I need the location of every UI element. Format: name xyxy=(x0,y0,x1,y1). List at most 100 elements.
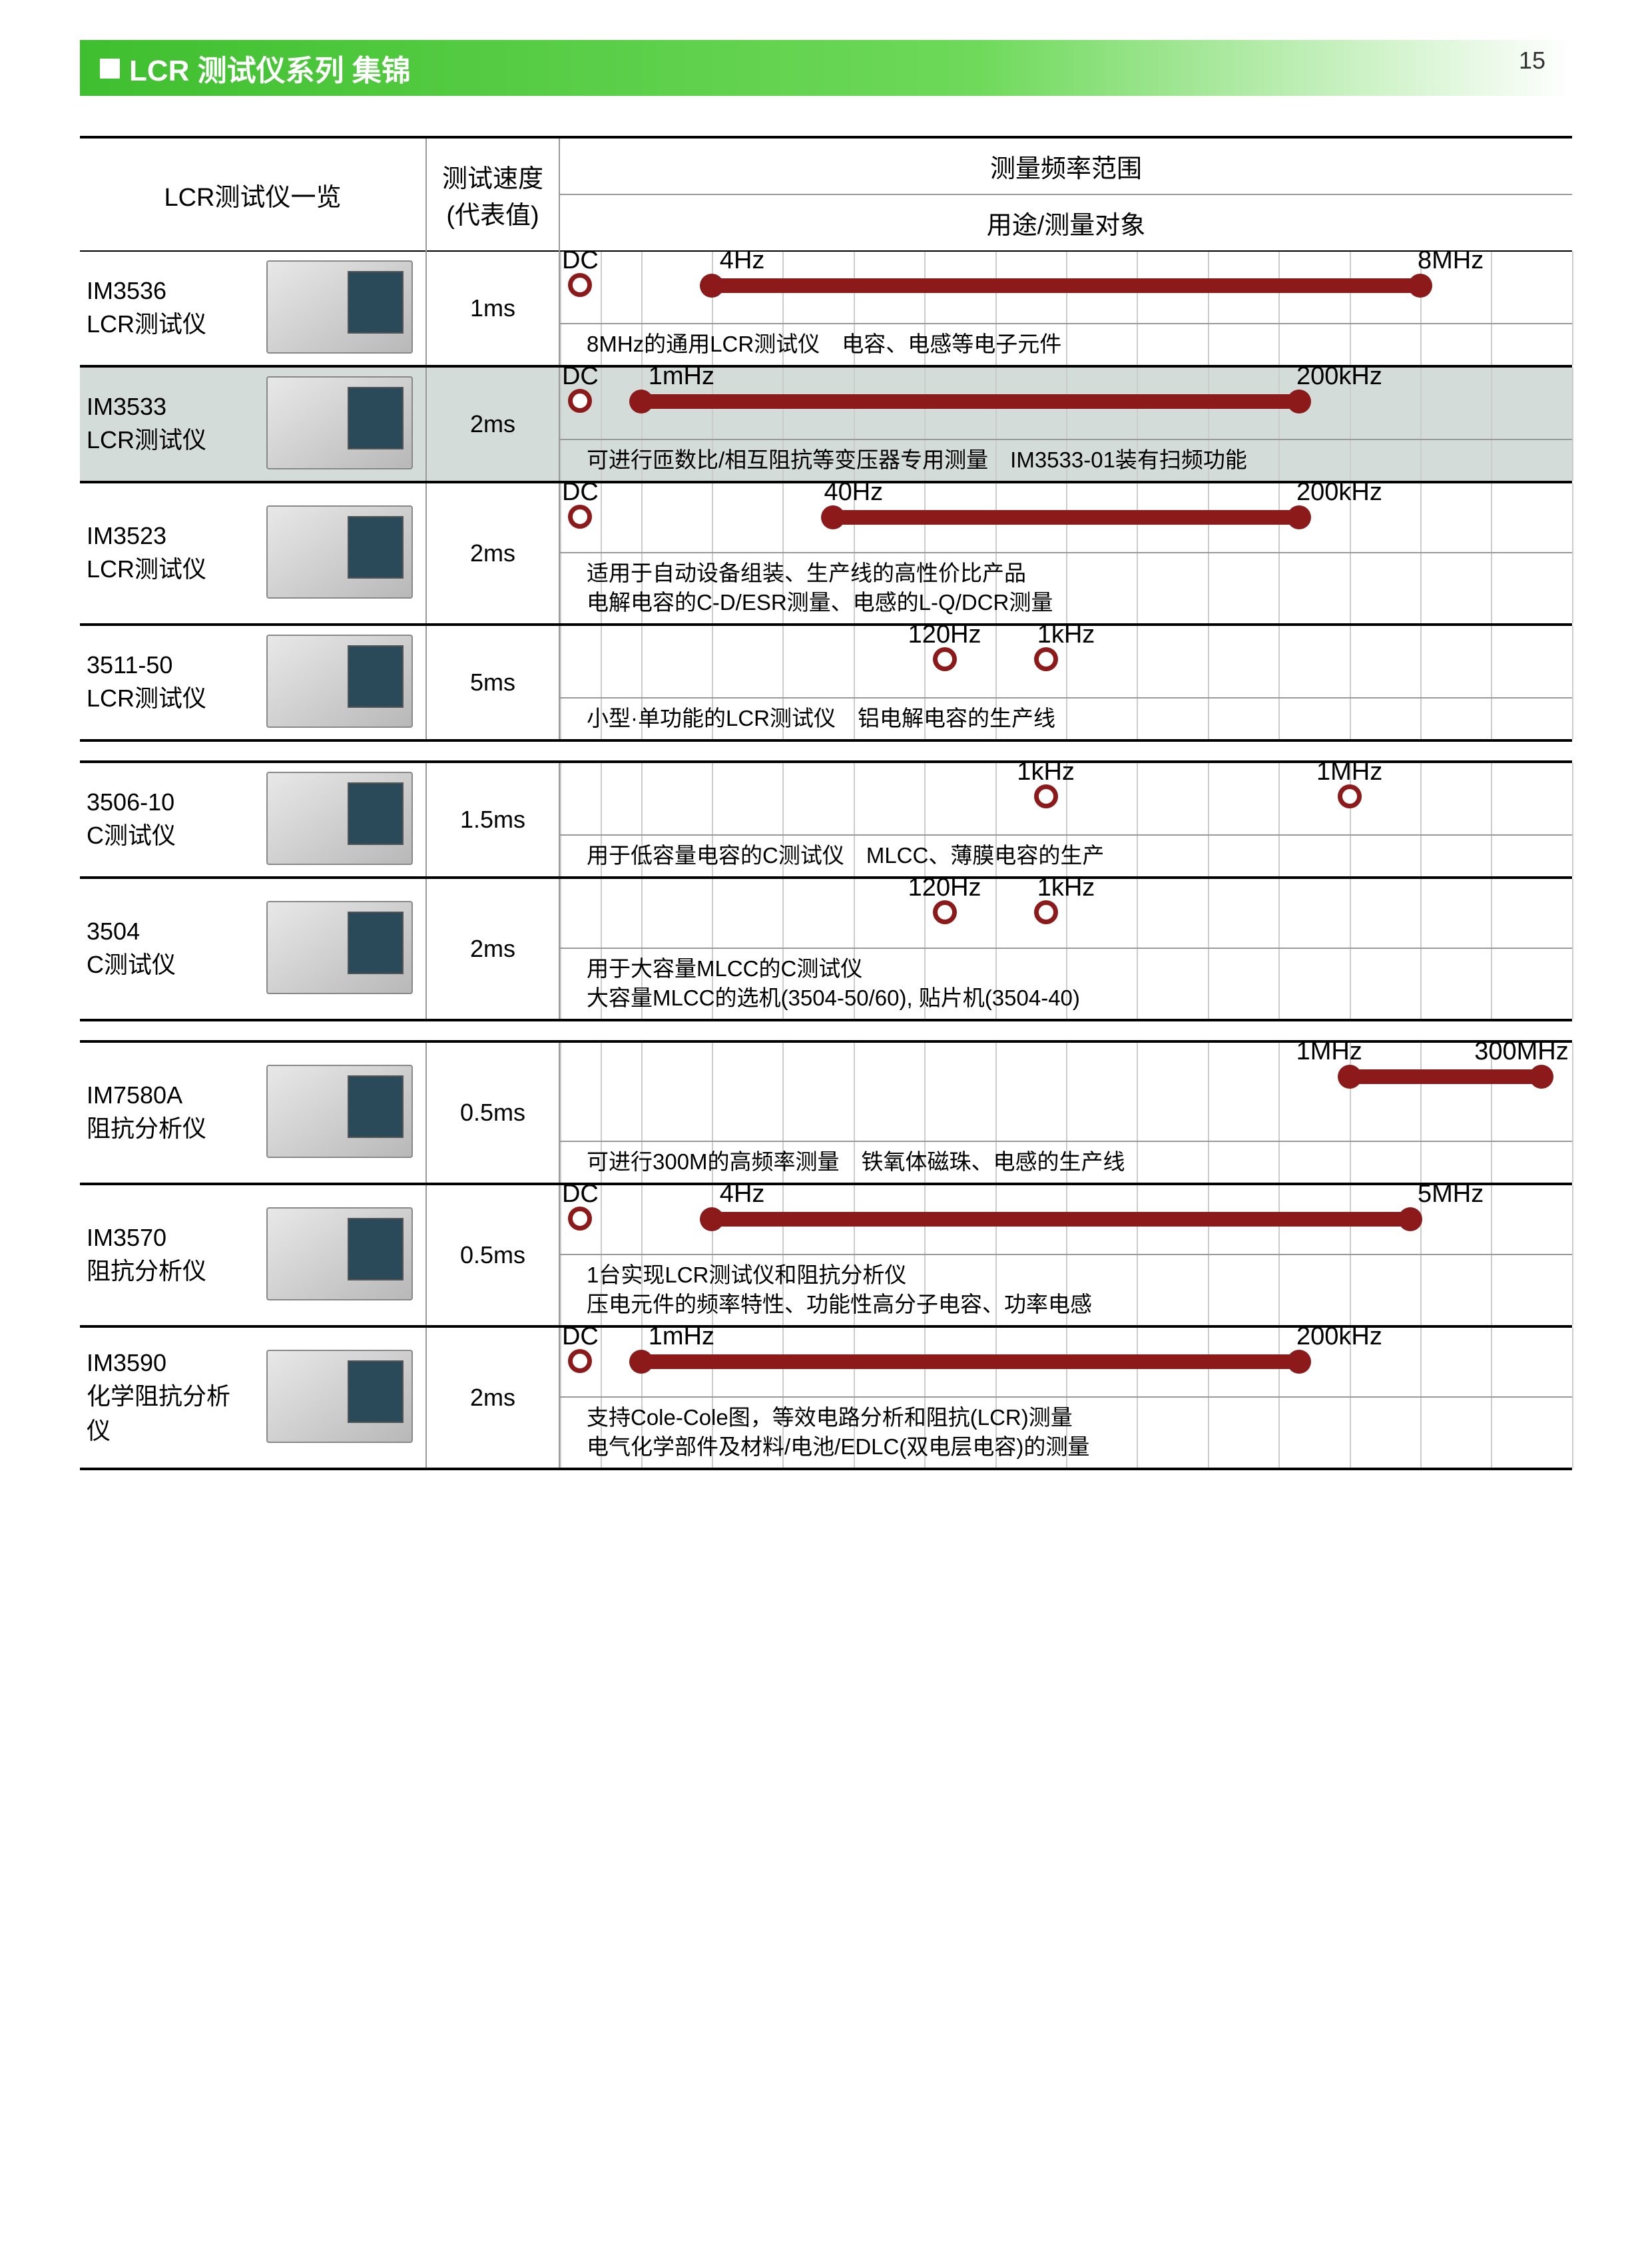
freq-label: 120Hz xyxy=(908,874,981,902)
model-type: C测试仪 xyxy=(87,816,253,851)
speed-cell: 0.5ms xyxy=(426,1184,559,1326)
model-number: IM3533 xyxy=(87,393,253,421)
freq-point xyxy=(933,647,957,671)
chart-cell: 1MHz300MHz可进行300M的高频率测量 铁氧体磁珠、电感的生产线 xyxy=(559,1043,1572,1184)
bar-end xyxy=(1398,1207,1422,1231)
bar-end xyxy=(1287,1350,1311,1374)
speed-cell: 1ms xyxy=(426,251,559,366)
model-type: LCR测试仪 xyxy=(87,421,253,455)
freq-chart: DC1mHz200kHz支持Cole-Cole图，等效电路分析和阻抗(LCR)测… xyxy=(560,1328,1572,1468)
chart-cell: 120Hz1kHz用于大容量MLCC的C测试仪大容量MLCC的选机(3504-5… xyxy=(559,878,1572,1020)
speed-cell: 5ms xyxy=(426,625,559,740)
usage-desc: 用于低容量电容的C测试仪 MLCC、薄膜电容的生产 xyxy=(560,834,1572,871)
product-image-cell xyxy=(253,482,426,625)
model-cell: IM3536 LCR测试仪 xyxy=(80,251,253,366)
bar-start xyxy=(821,505,845,529)
speed-cell: 2ms xyxy=(426,366,559,482)
usage-desc: 适用于自动设备组装、生产线的高性价比产品电解电容的C-D/ESR测量、电感的L-… xyxy=(560,552,1572,618)
freq-label: 4Hz xyxy=(720,246,765,275)
model-type: 化学阻抗分析仪 xyxy=(87,1377,253,1446)
chart-cell: DC40Hz200kHz适用于自动设备组装、生产线的高性价比产品电解电容的C-D… xyxy=(559,482,1572,625)
speed-cell: 2ms xyxy=(426,1326,559,1469)
model-cell: 3506-10 C测试仪 xyxy=(80,763,253,878)
freq-bar xyxy=(641,394,1299,409)
product-image xyxy=(266,505,413,599)
title-square-icon xyxy=(100,59,120,79)
product-image-cell xyxy=(253,251,426,366)
product-image xyxy=(266,1207,413,1300)
bar-end xyxy=(1408,274,1432,298)
bar-start xyxy=(629,390,653,414)
product-image xyxy=(266,901,413,994)
product-image xyxy=(266,376,413,469)
product-image-cell xyxy=(253,1184,426,1326)
model-number: IM3536 xyxy=(87,277,253,305)
bar-start xyxy=(700,1207,724,1231)
speed-cell: 2ms xyxy=(426,878,559,1020)
lcr-lineup-table: LCR测试仪一览 测试速度 (代表值) 测量频率范围 用途/测量对象 IM353… xyxy=(80,136,1572,1470)
freq-chart: 120Hz1kHz小型·单功能的LCR测试仪 铝电解电容的生产线 xyxy=(560,626,1572,739)
freq-bar xyxy=(1350,1069,1542,1084)
header-usage: 用途/测量对象 xyxy=(559,194,1572,251)
product-image-cell xyxy=(253,366,426,482)
chart-cell: DC4Hz5MHz1台实现LCR测试仪和阻抗分析仪压电元件的频率特性、功能性高分… xyxy=(559,1184,1572,1326)
model-cell: IM3590 化学阻抗分析仪 xyxy=(80,1326,253,1469)
model-type: LCR测试仪 xyxy=(87,679,253,714)
freq-label: 1MHz xyxy=(1296,1037,1362,1066)
product-image-cell xyxy=(253,1043,426,1184)
freq-point xyxy=(933,900,957,924)
product-row: IM7580A 阻抗分析仪 0.5ms 1MHz300MHz可进行300M的高频… xyxy=(80,1043,1572,1184)
bar-end xyxy=(1287,505,1311,529)
freq-point xyxy=(1034,900,1058,924)
bar-start xyxy=(1338,1065,1362,1089)
freq-label: 4Hz xyxy=(720,1180,765,1209)
speed-cell: 2ms xyxy=(426,482,559,625)
model-number: 3504 xyxy=(87,918,253,946)
chart-cell: 1kHz1MHz用于低容量电容的C测试仪 MLCC、薄膜电容的生产 xyxy=(559,763,1572,878)
freq-label: 1kHz xyxy=(1037,874,1095,902)
freq-label: 1mHz xyxy=(649,362,714,391)
product-image-cell xyxy=(253,625,426,740)
freq-label: 1kHz xyxy=(1017,758,1075,786)
speed-cell: 1.5ms xyxy=(426,763,559,878)
freq-label: 200kHz xyxy=(1296,478,1382,507)
model-type: 阻抗分析仪 xyxy=(87,1109,253,1144)
freq-label: 1mHz xyxy=(649,1322,714,1351)
freq-label: 1MHz xyxy=(1316,758,1382,786)
product-image-cell xyxy=(253,1326,426,1469)
model-cell: 3504 C测试仪 xyxy=(80,878,253,1020)
freq-label: 300MHz xyxy=(1474,1037,1569,1066)
freq-bar xyxy=(833,510,1298,525)
freq-label: 40Hz xyxy=(824,478,883,507)
freq-label: DC xyxy=(562,1180,599,1209)
title-text: LCR 测试仪系列 集锦 xyxy=(129,55,411,87)
freq-chart: DC40Hz200kHz适用于自动设备组装、生产线的高性价比产品电解电容的C-D… xyxy=(560,483,1572,623)
usage-desc: 1台实现LCR测试仪和阻抗分析仪压电元件的频率特性、功能性高分子电容、功率电感 xyxy=(560,1254,1572,1320)
freq-label: 1kHz xyxy=(1037,621,1095,649)
model-type: LCR测试仪 xyxy=(87,550,253,585)
model-number: IM3523 xyxy=(87,522,253,550)
model-type: C测试仪 xyxy=(87,946,253,980)
freq-label: 8MHz xyxy=(1418,246,1484,275)
product-image xyxy=(266,1065,413,1158)
product-row: IM3523 LCR测试仪 2ms DC40Hz200kHz适用于自动设备组装、… xyxy=(80,482,1572,625)
freq-label: 120Hz xyxy=(908,621,981,649)
model-cell: IM3523 LCR测试仪 xyxy=(80,482,253,625)
freq-point xyxy=(1034,784,1058,808)
product-row: IM3533 LCR测试仪 2ms DC1mHz200kHz可进行匝数比/相互阻… xyxy=(80,366,1572,482)
freq-label: 200kHz xyxy=(1296,362,1382,391)
product-image xyxy=(266,772,413,865)
header-speed-l2: (代表值) xyxy=(427,194,559,231)
freq-bar xyxy=(641,1354,1299,1369)
bar-end xyxy=(1529,1065,1553,1089)
usage-desc: 用于大容量MLCC的C测试仪大容量MLCC的选机(3504-50/60), 贴片… xyxy=(560,948,1572,1013)
product-row: 3506-10 C测试仪 1.5ms 1kHz1MHz用于低容量电容的C测试仪 … xyxy=(80,763,1572,878)
freq-label: DC xyxy=(562,478,599,507)
product-image xyxy=(266,1350,413,1443)
product-row: IM3536 LCR测试仪 1ms DC4Hz8MHz8MHz的通用LCR测试仪… xyxy=(80,251,1572,366)
usage-desc: 支持Cole-Cole图，等效电路分析和阻抗(LCR)测量电气化学部件及材料/电… xyxy=(560,1396,1572,1462)
product-row: IM3590 化学阻抗分析仪 2ms DC1mHz200kHz支持Cole-Co… xyxy=(80,1326,1572,1469)
product-row: 3511-50 LCR测试仪 5ms 120Hz1kHz小型·单功能的LCR测试… xyxy=(80,625,1572,740)
freq-chart: DC4Hz5MHz1台实现LCR测试仪和阻抗分析仪压电元件的频率特性、功能性高分… xyxy=(560,1185,1572,1325)
freq-chart: DC1mHz200kHz可进行匝数比/相互阻抗等变压器专用测量 IM3533-0… xyxy=(560,368,1572,481)
